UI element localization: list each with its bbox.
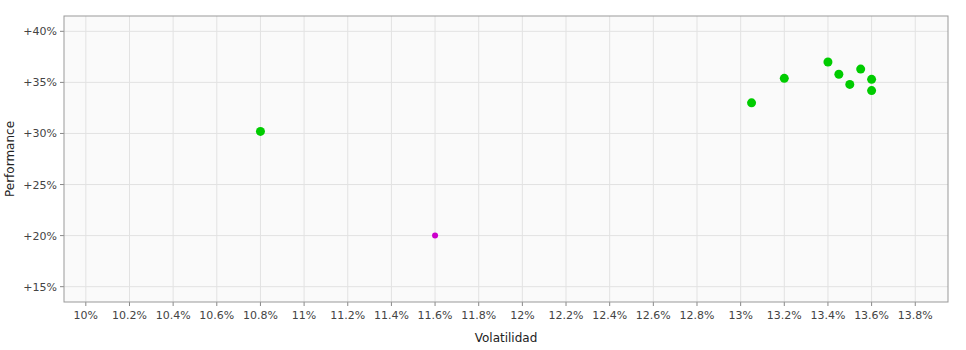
- scatter-point: [780, 74, 789, 83]
- x-grid-line: [216, 16, 217, 302]
- x-tick-label: 10.6%: [199, 309, 234, 322]
- chart-container: 10% 10.2% 10.4% 10.6% 10.8% 11% 11.2% 11.4% 11.6…: [0, 0, 966, 350]
- x-tick: [653, 302, 654, 306]
- x-tick: [391, 302, 392, 306]
- x-tick-label: 11%: [292, 309, 316, 322]
- x-grid-line: [784, 16, 785, 302]
- x-tick-label: 12%: [510, 309, 534, 322]
- x-tick-label: 10.8%: [243, 309, 278, 322]
- y-tick-label: +35%: [23, 76, 57, 89]
- x-tick: [85, 302, 86, 306]
- x-tick: [522, 302, 523, 306]
- y-tick-label: +20%: [23, 230, 57, 243]
- x-grid-line: [85, 16, 86, 302]
- y-grid-line: [64, 184, 948, 185]
- x-axis-label: Volatilidad: [475, 331, 538, 345]
- x-tick-label: 11.2%: [330, 309, 365, 322]
- x-tick: [609, 302, 610, 306]
- x-tick-label: 10.2%: [112, 309, 147, 322]
- x-tick: [216, 302, 217, 306]
- y-grid-line: [64, 82, 948, 83]
- x-grid-line: [522, 16, 523, 302]
- x-tick-label: 11.8%: [461, 309, 496, 322]
- x-grid-line: [566, 16, 567, 302]
- x-grid-line: [391, 16, 392, 302]
- y-grid-line: [64, 133, 948, 134]
- chart-svg: 10% 10.2% 10.4% 10.6% 10.8% 11% 11.2% 11.4% 11.6…: [0, 0, 966, 350]
- plot-background: [64, 16, 948, 302]
- x-grid-line: [173, 16, 174, 302]
- x-tick: [784, 302, 785, 306]
- y-tick: [60, 82, 64, 83]
- y-grid-line: [64, 31, 948, 32]
- x-grid-line: [260, 16, 261, 302]
- scatter-point: [845, 80, 854, 89]
- x-grid-line: [696, 16, 697, 302]
- scatter-point: [867, 86, 876, 95]
- scatter-point: [256, 127, 265, 136]
- x-tick: [915, 302, 916, 306]
- x-tick: [129, 302, 130, 306]
- scatter-point: [823, 57, 832, 66]
- scatter-point: [747, 98, 756, 107]
- points: [256, 57, 876, 238]
- y-tick-label: +30%: [23, 127, 57, 140]
- x-grid-line: [740, 16, 741, 302]
- scatter-point: [867, 75, 876, 84]
- x-tick-label: 13.4%: [810, 309, 845, 322]
- x-tick: [435, 302, 436, 306]
- x-grid-line: [609, 16, 610, 302]
- y-tick: [60, 184, 64, 185]
- scatter-point: [856, 65, 865, 74]
- y-tick-label: +40%: [23, 25, 57, 38]
- x-tick-label: 13.2%: [767, 309, 802, 322]
- x-tick-label: 13%: [728, 309, 752, 322]
- x-tick: [871, 302, 872, 306]
- x-tick: [740, 302, 741, 306]
- y-tick: [60, 133, 64, 134]
- scatter-point: [834, 70, 843, 79]
- y-axis-label: Performance: [3, 121, 17, 197]
- x-tick: [478, 302, 479, 306]
- x-tick-label: 13.8%: [898, 309, 933, 322]
- x-tick-label: 10.4%: [156, 309, 191, 322]
- x-grid-line: [347, 16, 348, 302]
- y-tick-label: +15%: [23, 281, 57, 294]
- y-tick: [60, 31, 64, 32]
- y-tick: [60, 235, 64, 236]
- x-tick: [347, 302, 348, 306]
- x-tick-label: 10%: [74, 309, 98, 322]
- x-tick-label: 11.4%: [374, 309, 409, 322]
- x-tick-label: 13.6%: [854, 309, 889, 322]
- x-tick-label: 12.8%: [680, 309, 715, 322]
- x-tick-label: 12.2%: [549, 309, 584, 322]
- x-tick: [566, 302, 567, 306]
- grid: [64, 16, 948, 302]
- x-grid-line: [129, 16, 130, 302]
- x-tick-label: 12.6%: [636, 309, 671, 322]
- x-tick: [304, 302, 305, 306]
- x-tick: [696, 302, 697, 306]
- x-tick-label: 11.6%: [418, 309, 453, 322]
- x-grid-line: [435, 16, 436, 302]
- x-tick: [260, 302, 261, 306]
- y-grid-line: [64, 235, 948, 236]
- x-tick: [173, 302, 174, 306]
- x-grid-line: [653, 16, 654, 302]
- scatter-point: [432, 233, 438, 239]
- y-tick: [60, 286, 64, 287]
- x-tick: [827, 302, 828, 306]
- plot-frame: [64, 16, 948, 302]
- y-grid-line: [64, 286, 948, 287]
- x-grid-line: [478, 16, 479, 302]
- x-tick-label: 12.4%: [592, 309, 627, 322]
- y-tick-label: +25%: [23, 179, 57, 192]
- x-grid-line: [304, 16, 305, 302]
- x-grid-line: [871, 16, 872, 302]
- x-grid-line: [915, 16, 916, 302]
